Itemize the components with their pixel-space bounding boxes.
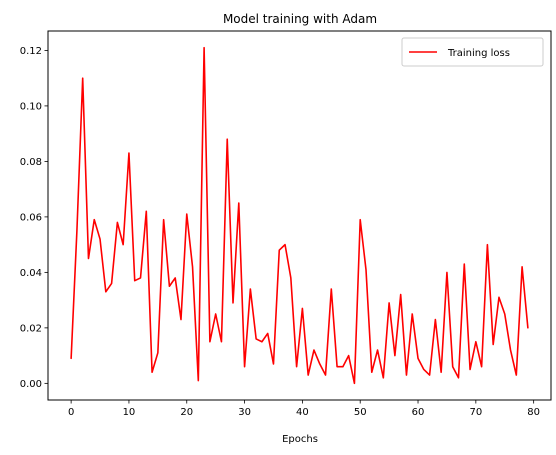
legend-box — [401, 37, 544, 67]
series-layer — [70, 46, 529, 385]
x-tick-label: 40 — [296, 407, 309, 418]
y-tick-label: 0.04 — [20, 268, 42, 279]
x-tick-label: 80 — [527, 407, 540, 418]
legend: Training loss — [401, 37, 544, 67]
x-tick-label: 70 — [469, 407, 482, 418]
x-tick-label: 30 — [238, 407, 251, 418]
y-axis: 0.00 0.02 0.04 0.06 0.08 0.10 0.12 — [20, 46, 48, 390]
y-tick-label: 0.06 — [20, 212, 42, 223]
legend-label-training-loss: Training loss — [447, 48, 510, 59]
y-tick-label: 0.02 — [20, 323, 42, 334]
y-tick-label: 0.08 — [20, 157, 42, 168]
x-tick-label: 50 — [354, 407, 367, 418]
series-line-training-loss — [70, 46, 529, 385]
y-tick-label: 0.12 — [20, 46, 42, 57]
x-tick-label: 20 — [180, 407, 193, 418]
plot-frame — [47, 30, 552, 401]
y-tick-label: 0.10 — [20, 101, 42, 112]
y-tick-label: 0.00 — [20, 379, 42, 390]
x-tick-label: 0 — [68, 407, 74, 418]
x-tick-label: 60 — [412, 407, 425, 418]
x-axis: 0 10 20 30 40 50 60 70 80 — [68, 400, 540, 418]
x-axis-label: Epochs — [282, 434, 318, 445]
x-tick-label: 10 — [123, 407, 136, 418]
chart-title: Model training with Adam — [223, 12, 377, 26]
